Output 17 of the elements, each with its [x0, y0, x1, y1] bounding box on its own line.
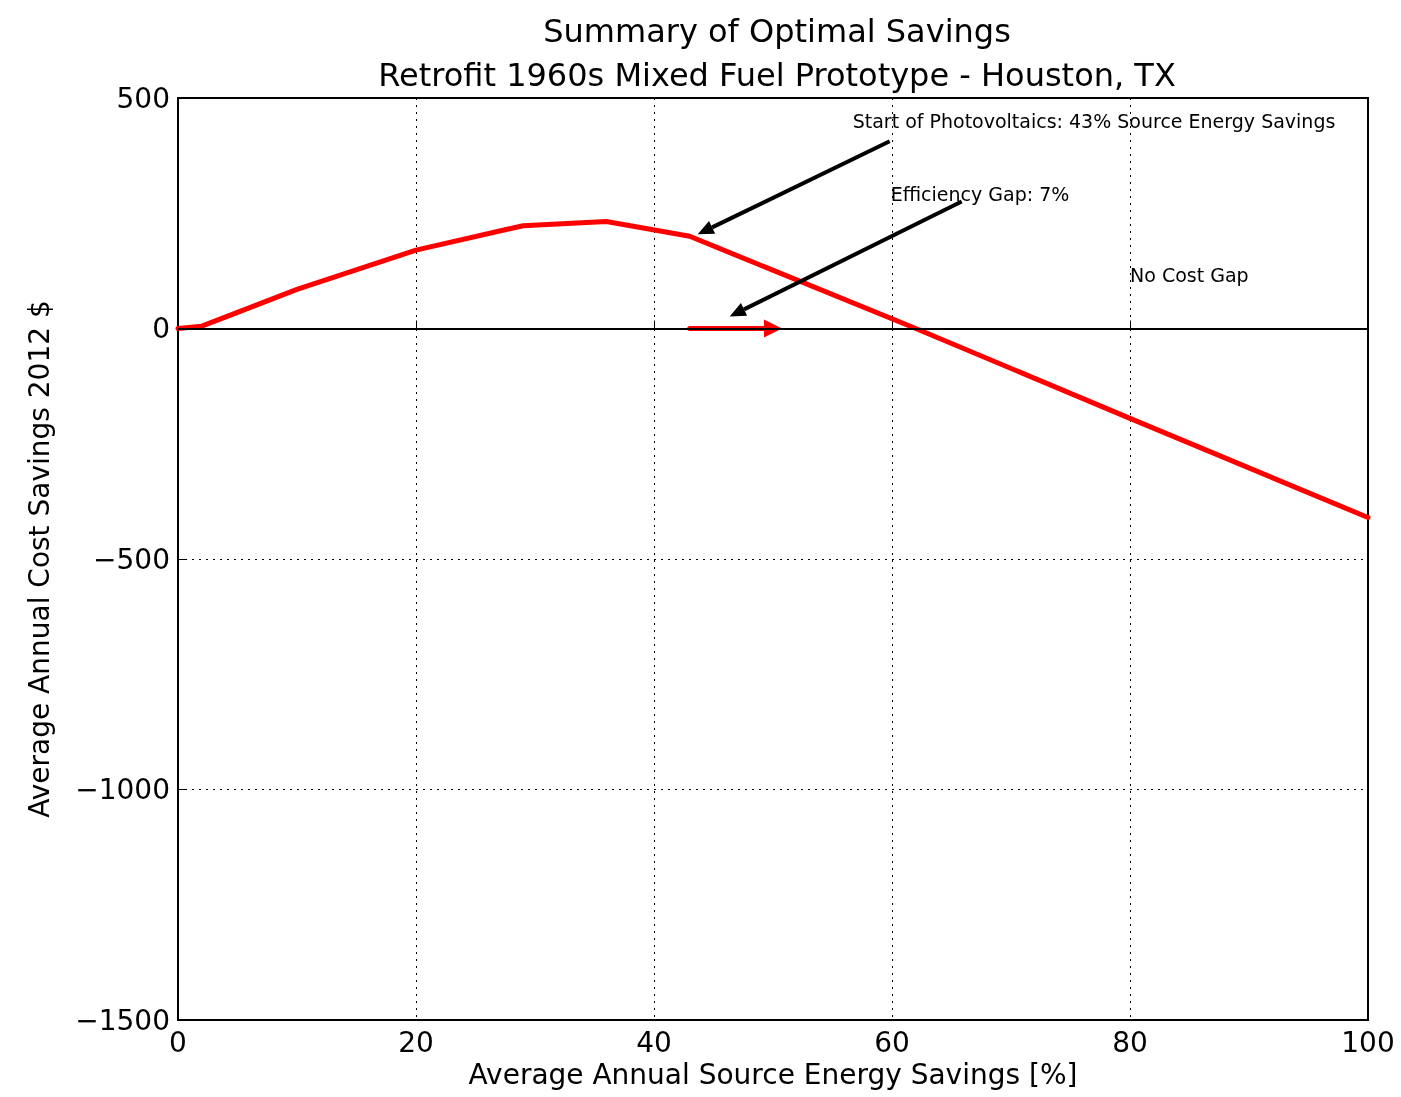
x-tick-label: 40 [636, 1025, 672, 1059]
chart-subtitle: Retrofit 1960s Mixed Fuel Prototype - Houston, TX [378, 56, 1176, 94]
x-tick-label: 80 [1112, 1025, 1148, 1059]
chart-title: Summary of Optimal Savings [543, 12, 1011, 50]
annotation: Start of Photovoltaics: 43% Source Energy Savings [852, 110, 1336, 133]
x-tick-label: 20 [398, 1025, 434, 1059]
x-tick-label: 60 [874, 1025, 910, 1059]
x-tick-label: 100 [1341, 1025, 1395, 1059]
y-axis-title: Average Annual Cost Savings 2012 $ [22, 300, 56, 818]
y-tick-label: 500 [116, 81, 170, 115]
y-tick-label: 0 [152, 312, 170, 345]
annotation: No Cost Gap [1130, 264, 1249, 287]
x-axis-title: Average Annual Source Energy Savings [%] [468, 1058, 1078, 1092]
y-tick-label: −1000 [75, 773, 170, 806]
y-tick-label: −1500 [75, 1003, 170, 1037]
annotation: Efficiency Gap: 7% [890, 182, 1070, 205]
y-tick-label: −500 [93, 542, 170, 576]
